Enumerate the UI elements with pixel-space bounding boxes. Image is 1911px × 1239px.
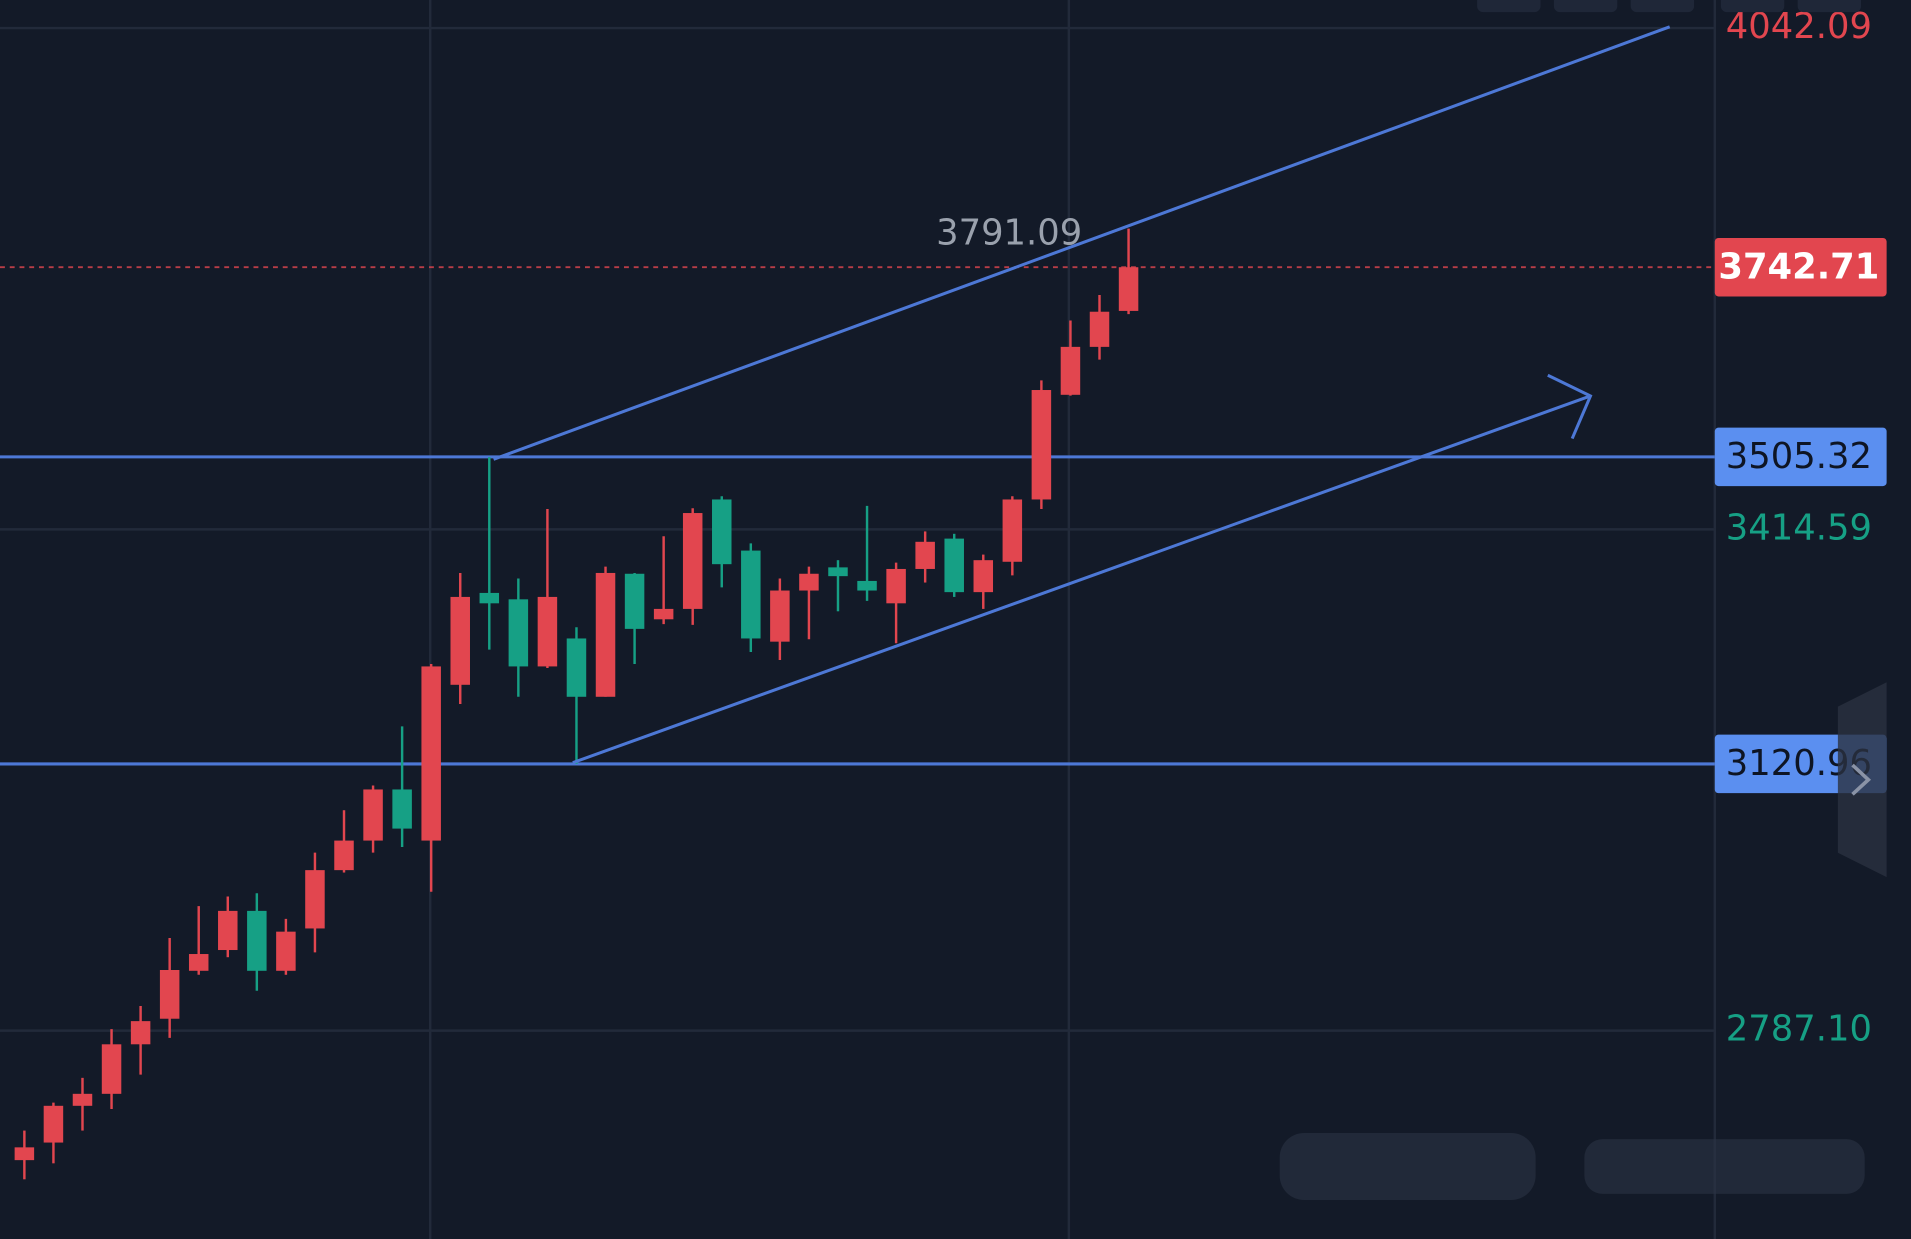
side-panel-toggle[interactable] [1837,682,1887,878]
candle-body [392,789,412,829]
toolbar-button[interactable] [1553,0,1618,13]
candle-body [14,1147,35,1161]
toolbar-button[interactable] [1477,0,1541,13]
candle-body [682,513,703,609]
candle-body [712,499,732,565]
candle-body [624,573,645,629]
candle-body [944,538,964,593]
candle-body [334,840,354,871]
candle-body [363,789,383,841]
candle-body [72,1093,93,1106]
arrow-head [1547,373,1593,440]
y-tick-label: 2787.10 [1726,1009,1872,1050]
toolbar-button[interactable] [1720,0,1785,13]
chevron-icon [1851,763,1872,796]
grid [0,26,1715,1032]
candle-body [1089,311,1110,347]
candle-body [188,954,209,971]
candle-body [1118,267,1139,311]
candle-body [537,596,558,667]
candle-body [566,638,587,697]
candle-body [508,599,529,667]
candle-body [828,567,848,577]
candle-body [479,592,500,604]
watermark-blur [1279,1133,1536,1201]
candle-body [973,560,994,593]
candle-body [450,596,470,685]
candle-body [247,910,267,971]
candle-body [1031,390,1052,500]
price-tag [1714,427,1887,487]
toolbar-button[interactable] [1630,0,1695,13]
y-tick-label: 3414.59 [1726,507,1872,548]
candle-body [218,910,238,951]
channel-upper [493,25,1671,461]
channel-lower [572,394,1591,765]
high-annotation: 3791.09 [936,213,1082,254]
candle-body [1002,499,1023,562]
candle-body [653,608,674,620]
toolbar-button[interactable] [1797,0,1862,13]
y-tick-label: 4042.09 [1726,6,1872,47]
candle-body [421,666,441,841]
candle-body [276,931,296,971]
last-price-tag [1714,237,1887,297]
candle-body [305,870,325,929]
candle-body [159,970,180,1019]
candle-body [43,1105,64,1143]
price-tag-label: 3505.32 [1726,436,1872,477]
trend-channel [493,25,1671,765]
candle-body [130,1021,151,1045]
candle-body [915,541,935,569]
candle-body [1060,346,1081,395]
candle-body [770,590,790,642]
candle-body [101,1044,122,1094]
horizontal-lines [0,266,1715,766]
last-price-label: 3742.71 [1718,246,1879,287]
candle-body [857,580,877,591]
candle-body [886,568,906,604]
candle-body [799,573,819,591]
candle-body [595,572,616,697]
candle-body [741,550,761,639]
watermark-blur [1584,1139,1865,1194]
candles [14,228,1139,1180]
